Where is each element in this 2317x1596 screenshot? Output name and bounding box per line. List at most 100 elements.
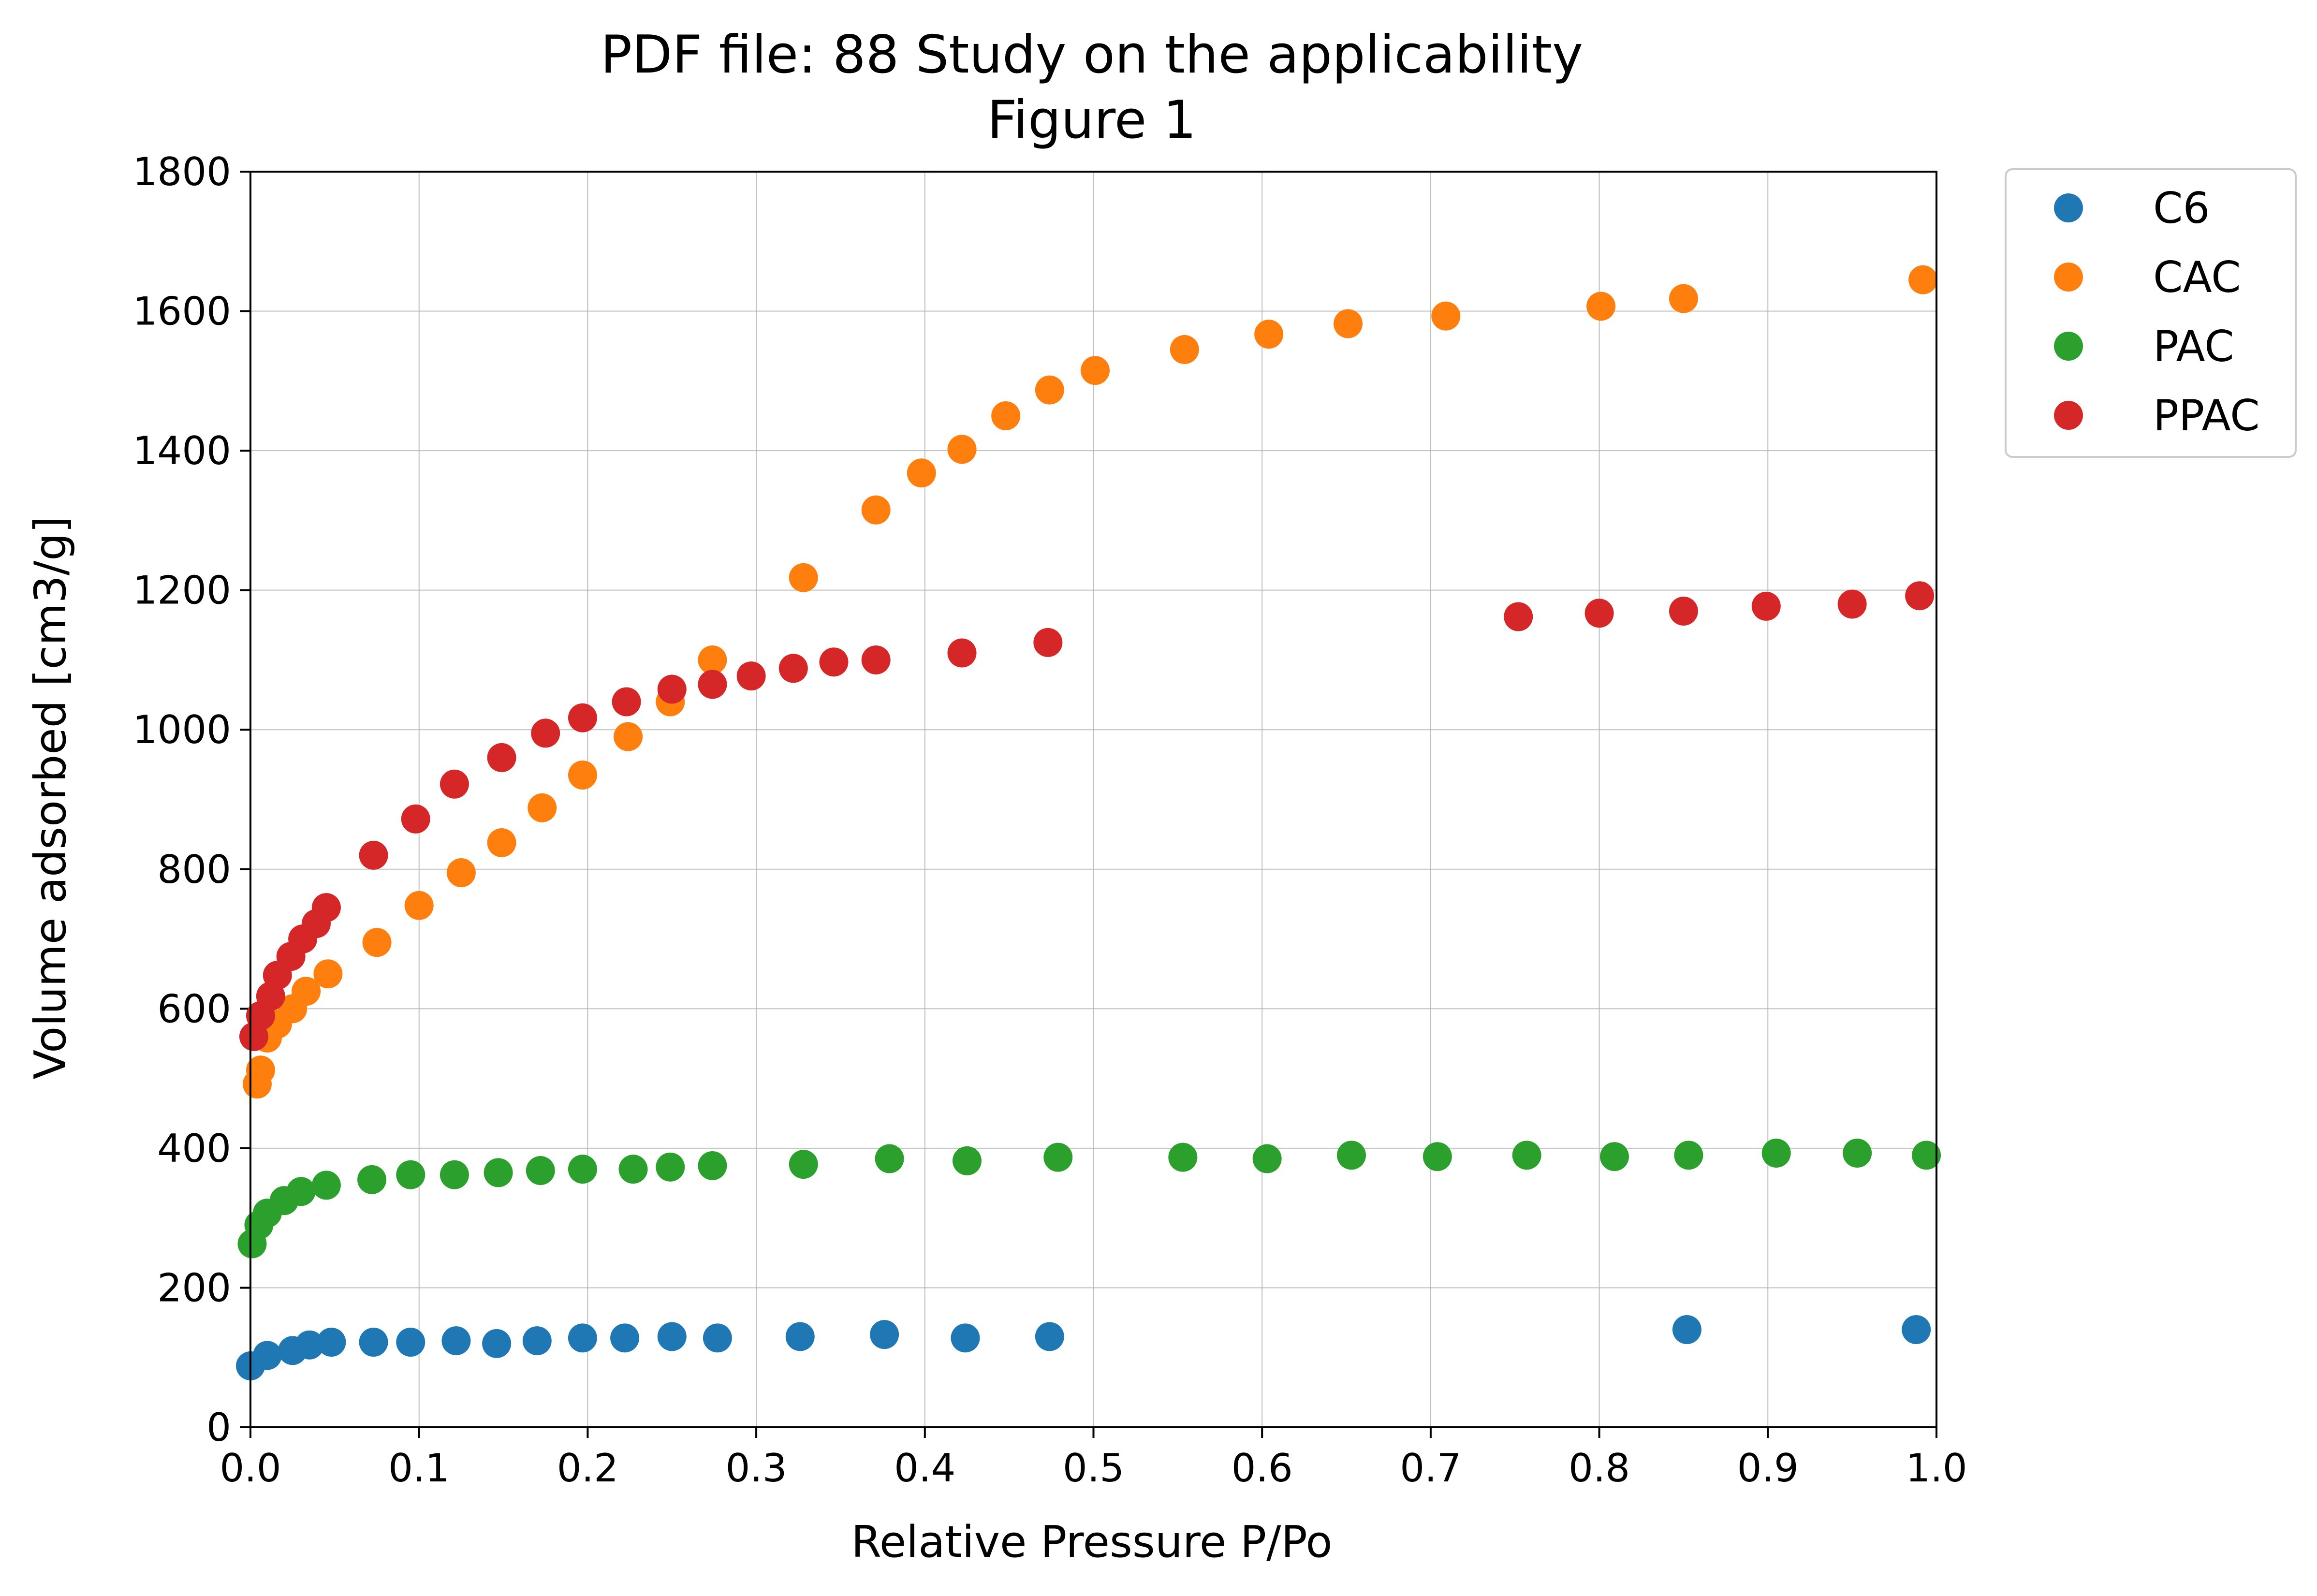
data-point [789, 1150, 818, 1179]
data-point [951, 1323, 980, 1353]
data-point [1837, 589, 1867, 619]
data-point [359, 1327, 388, 1357]
data-point [698, 645, 727, 674]
data-point [612, 687, 641, 717]
data-point [1035, 1322, 1064, 1351]
x-tick-label: 0.1 [388, 1446, 450, 1491]
data-point [482, 1329, 512, 1358]
data-point [440, 1160, 469, 1189]
data-point [1252, 1144, 1282, 1173]
data-point [401, 804, 430, 834]
data-point [703, 1323, 732, 1353]
data-point [947, 638, 977, 668]
data-point [568, 761, 597, 790]
x-axis-ticks: 0.0 0.1 0.2 0.3 0.4 0.5 0.6 0.7 0.8 0.9 1.0 [220, 1427, 1967, 1491]
x-tick-label: 0.3 [725, 1446, 787, 1491]
y-tick-label: 1000 [132, 707, 231, 752]
legend-marker [2054, 263, 2083, 292]
data-point [1843, 1138, 1872, 1168]
data-point [522, 1326, 552, 1356]
data-point [568, 1323, 597, 1353]
y-axis-label: Volume adsorbed [cm3/g] [25, 516, 76, 1080]
data-point [789, 563, 818, 592]
data-point [875, 1144, 904, 1173]
data-point [952, 1146, 982, 1175]
legend-marker [2054, 401, 2083, 430]
data-point [568, 703, 597, 732]
data-point [252, 1341, 282, 1370]
chart-title: PDF file: 88 Study on the applicability [601, 25, 1583, 85]
x-tick-label: 0.8 [1569, 1446, 1630, 1491]
data-point [1586, 292, 1616, 321]
data-point [618, 1155, 648, 1184]
data-point [1908, 265, 1938, 294]
data-point [1751, 591, 1781, 621]
legend-marker [2054, 193, 2083, 222]
data-point [1337, 1141, 1366, 1170]
y-tick-label: 800 [157, 847, 231, 892]
data-point [1905, 581, 1935, 611]
data-point [1422, 1142, 1452, 1171]
data-point [311, 893, 341, 922]
data-point [313, 959, 343, 989]
data-point [785, 1322, 815, 1351]
data-point [1912, 1141, 1941, 1170]
data-point [1669, 596, 1698, 626]
data-point [657, 674, 687, 704]
data-point [1080, 356, 1110, 385]
x-tick-label: 0.6 [1232, 1446, 1293, 1491]
data-point [1170, 335, 1199, 364]
y-tick-label: 1600 [132, 289, 231, 334]
series-pac [237, 1138, 1941, 1259]
data-point [819, 647, 849, 677]
data-point [870, 1320, 899, 1349]
y-axis-ticks: 0 200 400 600 800 1000 1200 1400 1600 1800 [132, 149, 250, 1450]
data-point [487, 828, 516, 857]
x-tick-label: 0.5 [1063, 1446, 1124, 1491]
data-point [1033, 628, 1063, 657]
data-point [1431, 301, 1461, 331]
x-tick-label: 0.9 [1737, 1446, 1799, 1491]
data-point [311, 1171, 341, 1200]
data-point [1035, 375, 1064, 405]
data-point [1761, 1138, 1791, 1168]
data-point [1168, 1142, 1198, 1172]
data-point [1674, 1141, 1703, 1170]
data-point [531, 718, 560, 748]
data-point [614, 722, 643, 751]
data-point [286, 1177, 316, 1206]
data-point [317, 1327, 346, 1357]
y-tick-label: 200 [157, 1265, 231, 1310]
data-point [441, 1326, 471, 1356]
y-tick-label: 1200 [132, 568, 231, 613]
data-point [610, 1323, 640, 1353]
data-point [246, 1055, 275, 1085]
x-tick-label: 0.0 [220, 1446, 281, 1491]
data-point [295, 1330, 324, 1360]
data-point [396, 1327, 425, 1357]
data-points [236, 265, 1941, 1381]
data-point [778, 654, 808, 683]
data-point [1043, 1142, 1073, 1172]
data-point [1672, 1315, 1701, 1345]
chart-subtitle: Figure 1 [987, 90, 1197, 150]
data-point [907, 458, 936, 488]
y-tick-label: 400 [157, 1126, 231, 1171]
legend: C6 CAC PAC PPAC [2005, 168, 2297, 458]
data-point [359, 840, 388, 870]
data-point [1254, 320, 1284, 349]
data-point [446, 858, 476, 887]
data-point [698, 670, 727, 699]
data-point [1902, 1315, 1931, 1345]
data-point [1334, 309, 1363, 338]
data-point [861, 495, 891, 525]
data-point [396, 1160, 425, 1189]
data-point [362, 928, 392, 957]
legend-label: C6 [2153, 183, 2210, 233]
y-tick-label: 600 [157, 986, 231, 1031]
legend-box [2005, 168, 2297, 458]
data-point [947, 435, 977, 464]
data-point [861, 645, 891, 674]
